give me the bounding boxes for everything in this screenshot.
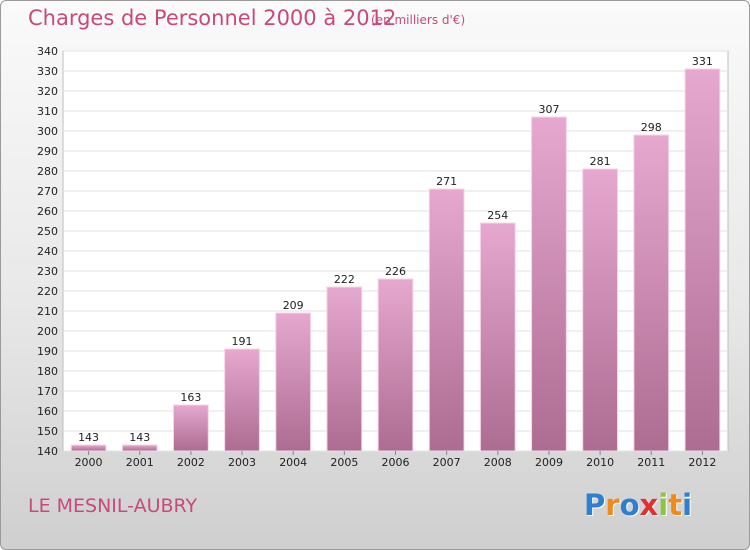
bar-2007 [428,188,465,452]
x-tick-label: 2007 [433,456,461,469]
bar-2003 [224,348,260,452]
logo-letter: t [668,488,683,522]
bar-2006 [377,278,414,452]
y-tick-label: 180 [37,365,58,378]
bar-value-label: 222 [334,273,355,286]
x-tick-label: 2001 [126,456,154,469]
bar-value-label: 163 [180,391,201,404]
x-tick-label: 2005 [330,456,358,469]
logo-letter: r [605,488,620,522]
bar-value-label: 191 [232,335,253,348]
bar-2009 [531,116,567,452]
y-tick-label: 290 [37,145,58,158]
bar-value-label: 209 [283,299,304,312]
x-tick-label: 2004 [279,456,307,469]
bar-value-label: 331 [692,55,713,68]
x-tick-label: 2010 [586,456,614,469]
bar-2000 [70,444,107,452]
y-tick-label: 230 [37,265,58,278]
logo-letter: i [682,488,693,522]
bar-2005 [326,286,363,452]
y-tick-label: 300 [37,125,58,138]
proxiti-logo: Proxiti [584,488,692,522]
logo-letter: o [619,488,640,522]
x-tick-label: 2006 [382,456,410,469]
y-tick-label: 150 [37,425,58,438]
y-tick-label: 310 [37,105,58,118]
y-tick-label: 330 [37,65,58,78]
bar-value-label: 271 [436,175,457,188]
bar-value-label: 143 [78,431,99,444]
y-tick-label: 210 [37,305,58,318]
bar-2012 [684,68,721,452]
logo-letter: x [639,488,659,522]
chart-title: Charges de Personnel 2000 à 2012 [28,6,397,30]
y-tick-label: 200 [37,325,58,338]
bar-2001 [121,444,158,452]
y-tick-label: 170 [37,385,58,398]
y-tick-label: 240 [37,245,58,258]
x-tick-label: 2011 [637,456,665,469]
x-tick-label: 2009 [535,456,563,469]
commune-name: LE MESNIL-AUBRY [28,495,198,517]
x-tick-label: 2003 [228,456,256,469]
bar-value-label: 254 [487,209,508,222]
y-tick-label: 320 [37,85,58,98]
x-axis-ticks: 2000 2001 2002 2003 2004 2005 2006 2007 2008 2009… [75,451,716,469]
y-axis-ticks: 140 150 160 170 180 190 200 210 220 230 240 250 260 2… [37,45,58,458]
bar-value-label: 298 [641,121,662,134]
y-tick-label: 160 [37,405,58,418]
bar-2008 [479,222,516,452]
y-tick-label: 340 [37,45,58,58]
y-tick-label: 190 [37,345,58,358]
y-tick-label: 280 [37,165,58,178]
x-tick-label: 2012 [688,456,716,469]
y-tick-label: 260 [37,205,58,218]
y-tick-label: 250 [37,225,58,238]
bar-value-label: 226 [385,265,406,278]
y-tick-label: 220 [37,285,58,298]
y-tick-label: 270 [37,185,58,198]
x-tick-label: 2008 [484,456,512,469]
bar-value-label: 143 [129,431,150,444]
bars: 143 143 163 191 209 222 226 271 254 307 281 298 331 [70,55,721,452]
bar-value-label: 281 [590,155,611,168]
bar-2004 [275,312,312,452]
bar-2011 [633,134,670,452]
bar-value-label: 307 [538,103,559,116]
bar-2002 [172,404,209,452]
logo-letter: P [584,488,606,522]
y-tick-label: 140 [37,445,58,458]
x-tick-label: 2000 [75,456,103,469]
bar-2010 [582,168,619,452]
x-tick-label: 2002 [177,456,205,469]
logo-letter: i [658,488,669,522]
chart-subtitle: (en milliers d'€) [371,13,466,27]
